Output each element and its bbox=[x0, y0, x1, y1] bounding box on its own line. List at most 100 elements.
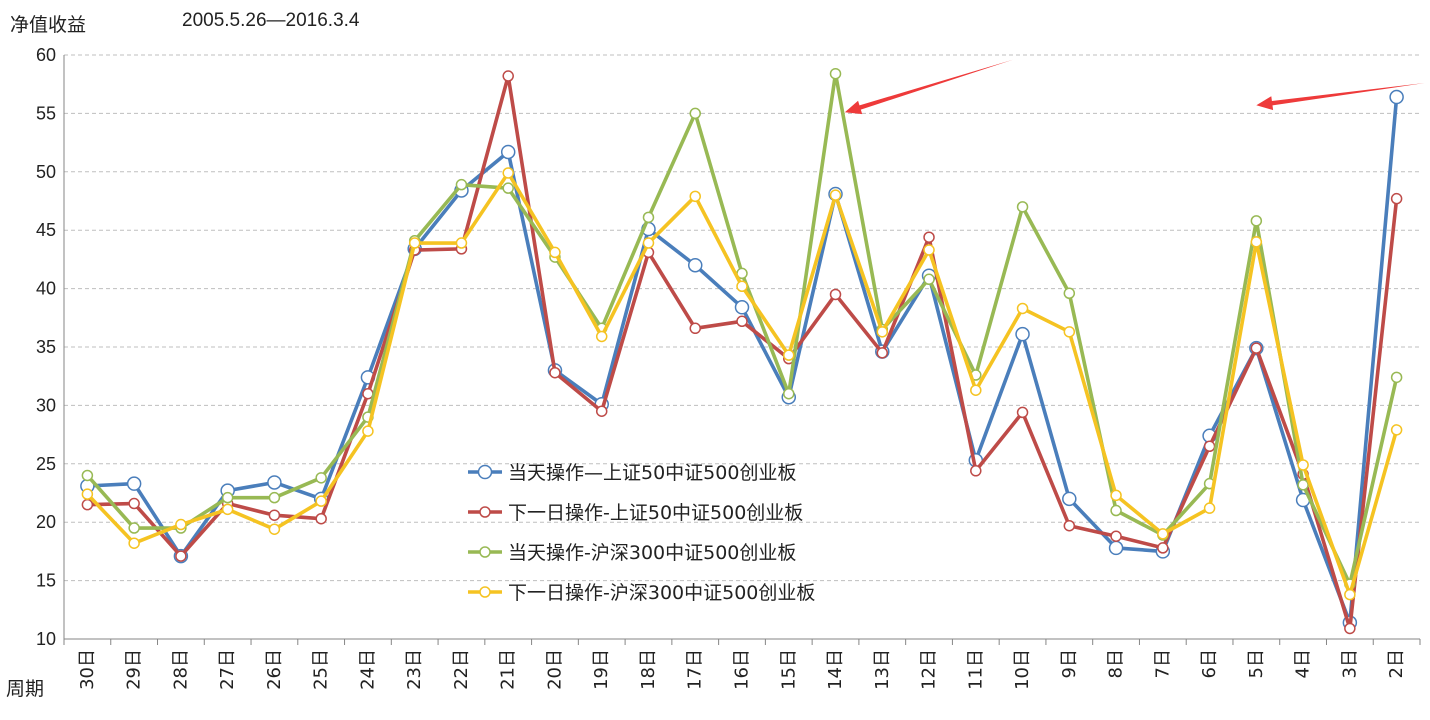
axes bbox=[63, 55, 1421, 645]
legend-label: 当天操作-沪深300中证500创业板 bbox=[508, 542, 796, 564]
y-tick-labels: 10 15 20 25 30 35 40 45 50 55 60 bbox=[36, 45, 56, 649]
data-point bbox=[455, 178, 468, 191]
legend-label: 当天操作—上证50中证500创业板 bbox=[508, 462, 796, 484]
data-point bbox=[736, 280, 748, 293]
data-point bbox=[81, 469, 94, 482]
y-tick-label: 15 bbox=[36, 571, 56, 591]
x-tick-label: 26日 bbox=[264, 649, 285, 690]
data-point bbox=[1250, 215, 1263, 227]
data-point bbox=[1390, 371, 1403, 384]
data-point bbox=[1157, 528, 1169, 540]
legend-label: 下一日操作-上证50中证500创业板 bbox=[508, 502, 803, 524]
legend-item-2: 下一日操作-上证50中证500创业板 bbox=[468, 502, 803, 524]
data-point bbox=[175, 550, 187, 562]
data-point bbox=[175, 518, 187, 531]
data-point bbox=[1110, 530, 1122, 542]
x-tick-label: 15日 bbox=[778, 649, 799, 690]
y-tick-label: 30 bbox=[36, 395, 56, 415]
y-tick-label: 60 bbox=[36, 45, 56, 65]
data-point bbox=[1203, 440, 1216, 453]
x-tick-label: 16日 bbox=[732, 649, 753, 690]
data-point bbox=[595, 330, 608, 343]
x-tick-label: 27日 bbox=[217, 649, 238, 690]
data-point bbox=[81, 498, 94, 511]
data-point bbox=[315, 512, 327, 525]
x-tick-label: 5日 bbox=[1246, 649, 1267, 678]
x-tick-label: 19日 bbox=[591, 649, 612, 690]
data-point bbox=[408, 237, 421, 249]
data-point bbox=[128, 537, 140, 549]
legend-item-4: 下一日操作-沪深300中证500创业板 bbox=[468, 582, 815, 604]
data-point bbox=[1344, 588, 1356, 601]
y-tick-label: 25 bbox=[36, 454, 56, 474]
x-tick-label: 29日 bbox=[124, 649, 145, 690]
data-point bbox=[689, 107, 701, 120]
data-point bbox=[549, 366, 561, 379]
legend-marker bbox=[479, 546, 491, 558]
data-point bbox=[1108, 540, 1124, 556]
data-point bbox=[315, 495, 327, 507]
data-point bbox=[1016, 302, 1029, 315]
x-tick-label: 6日 bbox=[1199, 649, 1220, 678]
data-point bbox=[1062, 491, 1077, 507]
data-point bbox=[502, 167, 514, 179]
x-tick-label: 28日 bbox=[170, 649, 191, 690]
data-point bbox=[1344, 622, 1356, 635]
x-tick-label: 14日 bbox=[825, 649, 846, 690]
data-point bbox=[923, 244, 935, 256]
legend-marker bbox=[479, 506, 491, 518]
data-point bbox=[829, 67, 842, 80]
data-point bbox=[783, 349, 795, 361]
series-4 bbox=[81, 167, 1403, 601]
data-point bbox=[689, 322, 701, 335]
data-point bbox=[1297, 479, 1309, 491]
data-point bbox=[1063, 287, 1076, 300]
x-tick-label: 9日 bbox=[1059, 649, 1080, 678]
data-point bbox=[502, 70, 514, 82]
data-point bbox=[970, 384, 982, 396]
data-point bbox=[500, 144, 516, 160]
data-point bbox=[1063, 326, 1076, 338]
data-point bbox=[455, 237, 468, 249]
series-layer bbox=[80, 67, 1404, 635]
annotation-layer bbox=[844, 59, 1425, 115]
x-tick-label: 12日 bbox=[919, 649, 940, 690]
x-tick-label: 3日 bbox=[1339, 649, 1360, 678]
data-point bbox=[267, 475, 282, 490]
data-point bbox=[268, 509, 281, 521]
data-point bbox=[734, 300, 750, 315]
legend-item-1: 当天操作—上证50中证500创业板 bbox=[468, 462, 796, 484]
data-point bbox=[1250, 342, 1263, 354]
data-point bbox=[736, 315, 748, 328]
x-tick-label: 22日 bbox=[451, 649, 472, 690]
data-point bbox=[128, 497, 140, 510]
x-tick-label: 24日 bbox=[357, 649, 378, 690]
data-point bbox=[315, 472, 327, 484]
x-tick-label: 21日 bbox=[498, 649, 519, 690]
y-tick-label: 20 bbox=[36, 512, 56, 532]
data-point bbox=[829, 288, 842, 301]
x-tick-label: 17日 bbox=[685, 649, 706, 690]
x-tick-label: 30日 bbox=[77, 649, 98, 690]
x-tick-label: 18日 bbox=[638, 649, 659, 690]
y-tick-label: 35 bbox=[36, 337, 56, 357]
x-tick-label: 2日 bbox=[1386, 649, 1407, 678]
legend-marker bbox=[479, 586, 491, 598]
data-point bbox=[1157, 542, 1169, 554]
data-point bbox=[362, 425, 374, 437]
legend-marker bbox=[477, 464, 493, 480]
data-point bbox=[1110, 489, 1122, 502]
data-point bbox=[1063, 519, 1076, 532]
data-point bbox=[923, 273, 935, 286]
data-point bbox=[221, 503, 234, 516]
x-tick-label: 23日 bbox=[404, 649, 425, 690]
data-point bbox=[970, 465, 982, 477]
data-point bbox=[1390, 192, 1403, 205]
y-tick-label: 50 bbox=[36, 162, 56, 182]
x-tick-label: 11日 bbox=[965, 649, 986, 690]
x-axis-title: 周期 bbox=[6, 678, 45, 700]
data-point bbox=[923, 231, 935, 243]
date-range-label: 2005.5.26—2016.3.4 bbox=[182, 10, 360, 31]
data-point bbox=[81, 488, 94, 500]
